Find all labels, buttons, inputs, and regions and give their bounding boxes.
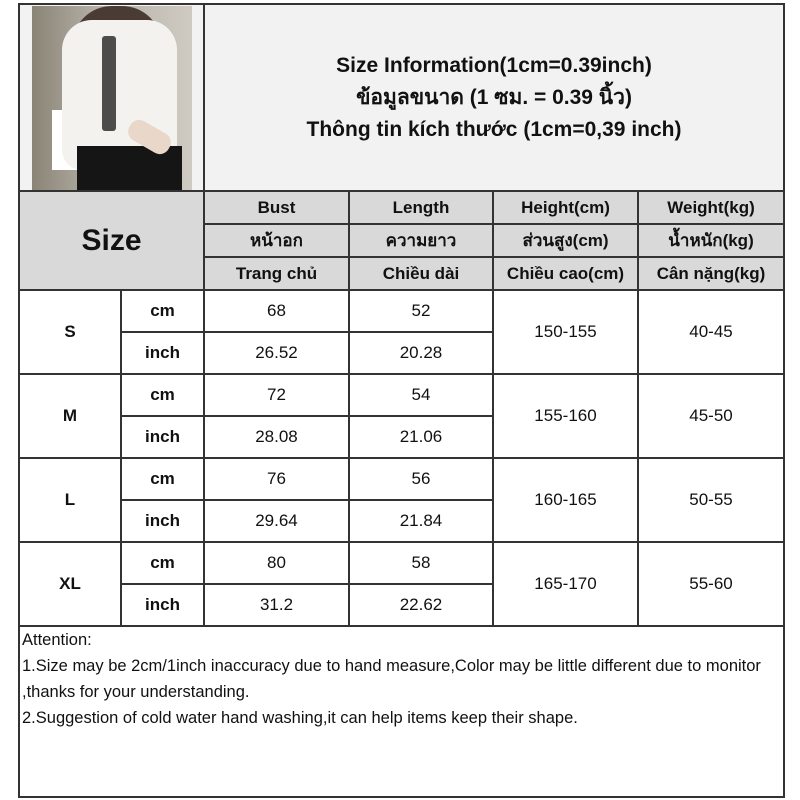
size-label: L — [18, 457, 122, 543]
weight-range: 45-50 — [636, 373, 786, 459]
weight-range: 50-55 — [636, 457, 786, 543]
height-range: 165-170 — [492, 541, 639, 627]
weight-range: 40-45 — [636, 289, 786, 375]
height-range: 155-160 — [492, 373, 639, 459]
length-inch: 22.62 — [348, 583, 494, 627]
bust-inch: 28.08 — [203, 415, 350, 459]
length-cm: 54 — [348, 373, 494, 417]
length-cm: 52 — [348, 289, 494, 333]
attention-line-2: 2.Suggestion of cold water hand washing,… — [22, 709, 578, 727]
attention-notes: Attention: 1.Size may be 2cm/1inch inacc… — [18, 626, 785, 798]
col-length-en: Length — [348, 190, 494, 225]
height-range: 150-155 — [492, 289, 639, 375]
size-table: Size Information(1cm=0.39inch) ข้อมูลขนา… — [18, 3, 786, 627]
bust-inch: 26.52 — [203, 331, 350, 375]
unit-inch: inch — [120, 583, 205, 627]
unit-cm: cm — [120, 289, 205, 333]
size-label: S — [18, 289, 122, 375]
col-bust-en: Bust — [203, 190, 350, 225]
table-row: inch 26.52 20.28 — [19, 331, 784, 375]
weight-range: 55-60 — [636, 541, 786, 627]
col-weight-th: น้ำหนัก(kg) — [636, 223, 786, 258]
col-height-en: Height(cm) — [492, 190, 639, 225]
unit-cm: cm — [120, 541, 205, 585]
product-photo — [31, 5, 192, 190]
col-bust-th: หน้าอก — [203, 223, 350, 258]
title-th: ข้อมูลขนาด (1 ซม. = 0.39 นิ้ว) — [356, 85, 632, 109]
bust-cm: 72 — [203, 373, 350, 417]
col-length-th: ความยาว — [348, 223, 494, 258]
height-range: 160-165 — [492, 457, 639, 543]
bust-inch: 31.2 — [203, 583, 350, 627]
table-row: inch 29.64 21.84 — [19, 499, 784, 543]
col-bust-vi: Trang chủ — [203, 256, 350, 291]
col-height-th: ส่วนสูง(cm) — [492, 223, 639, 258]
table-row: XL cm 80 58 165-170 55-60 — [18, 541, 786, 627]
col-weight-vi: Cân nặng(kg) — [636, 256, 786, 291]
attention-line-1: 1.Size may be 2cm/1inch inaccuracy due t… — [22, 657, 766, 701]
title-en: Size Information(1cm=0.39inch) — [336, 53, 652, 77]
product-photo-cell — [18, 3, 205, 192]
size-header: Size — [18, 190, 205, 291]
size-label: XL — [18, 541, 122, 627]
unit-cm: cm — [120, 457, 205, 501]
bust-cm: 76 — [203, 457, 350, 501]
table-row: inch 28.08 21.06 — [19, 415, 784, 459]
attention-title: Attention: — [22, 631, 92, 649]
length-inch: 21.84 — [348, 499, 494, 543]
unit-inch: inch — [120, 331, 205, 375]
col-height-vi: Chiều cao(cm) — [492, 256, 639, 291]
length-inch: 21.06 — [348, 415, 494, 459]
bust-inch: 29.64 — [203, 499, 350, 543]
size-label: M — [18, 373, 122, 459]
bust-cm: 80 — [203, 541, 350, 585]
unit-inch: inch — [120, 499, 205, 543]
col-length-vi: Chiều dài — [348, 256, 494, 291]
table-row: inch 31.2 22.62 — [19, 583, 784, 627]
col-weight-en: Weight(kg) — [636, 190, 786, 225]
unit-inch: inch — [120, 415, 205, 459]
length-cm: 56 — [348, 457, 494, 501]
unit-cm: cm — [120, 373, 205, 417]
bust-cm: 68 — [203, 289, 350, 333]
length-inch: 20.28 — [348, 331, 494, 375]
title-vi: Thông tin kích thước (1cm=0,39 inch) — [306, 117, 682, 141]
length-cm: 58 — [348, 541, 494, 585]
title-cell: Size Information(1cm=0.39inch) ข้อมูลขนา… — [202, 3, 786, 192]
